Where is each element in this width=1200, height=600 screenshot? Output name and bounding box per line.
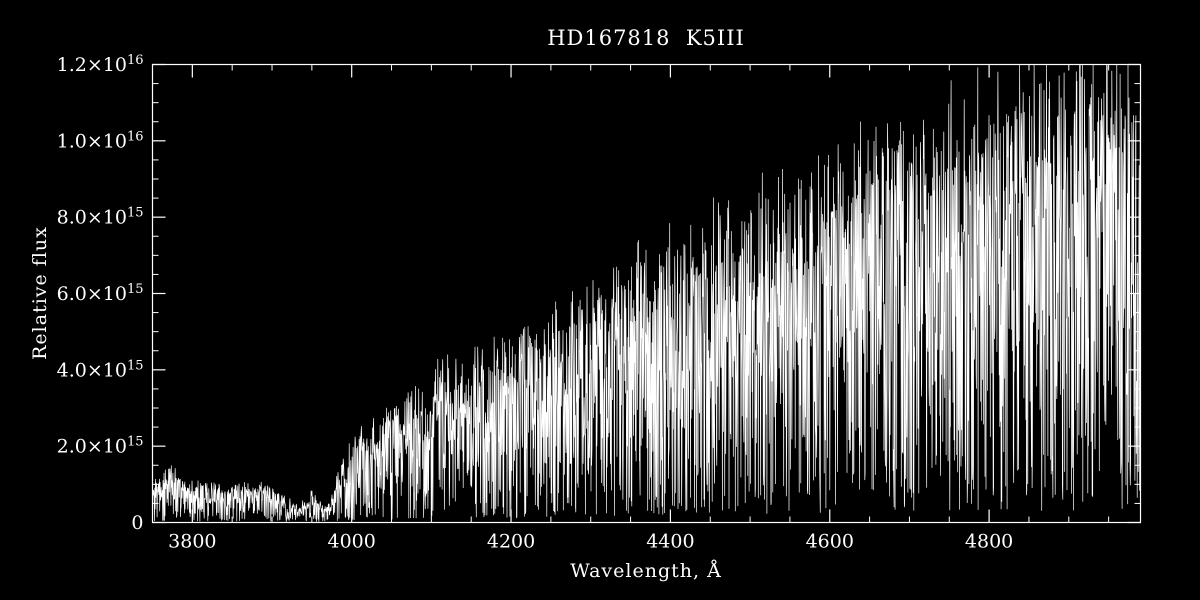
- x-tick-label: 4600: [806, 531, 854, 553]
- y-tick-label: 6.0×1015: [57, 282, 144, 305]
- y-tick-label: 0: [131, 512, 143, 534]
- y-tick-label: 4.0×1015: [57, 358, 144, 381]
- chart-title: HD167818 K5III: [547, 26, 745, 50]
- tick-labels: 3800 4000 4200 4400 4600 4800 0 2.0×1015 4.0×101…: [57, 53, 1014, 553]
- x-tick-label: 3800: [168, 531, 216, 553]
- x-tick-label: 4200: [487, 531, 535, 553]
- y-tick-label: 1.2×1016: [57, 53, 144, 76]
- y-tick-label: 2.0×1015: [57, 435, 144, 458]
- x-axis-label: Wavelength, Å: [570, 560, 722, 582]
- y-tick-label: 1.0×1016: [57, 129, 144, 152]
- spectrum-line: [152, 64, 1141, 522]
- x-tick-label: 4000: [328, 531, 376, 553]
- x-tick-label: 4800: [965, 531, 1013, 553]
- spectrum-trace: [152, 64, 1141, 522]
- x-tick-label: 4400: [646, 531, 694, 553]
- y-tick-label: 8.0×1015: [57, 206, 144, 229]
